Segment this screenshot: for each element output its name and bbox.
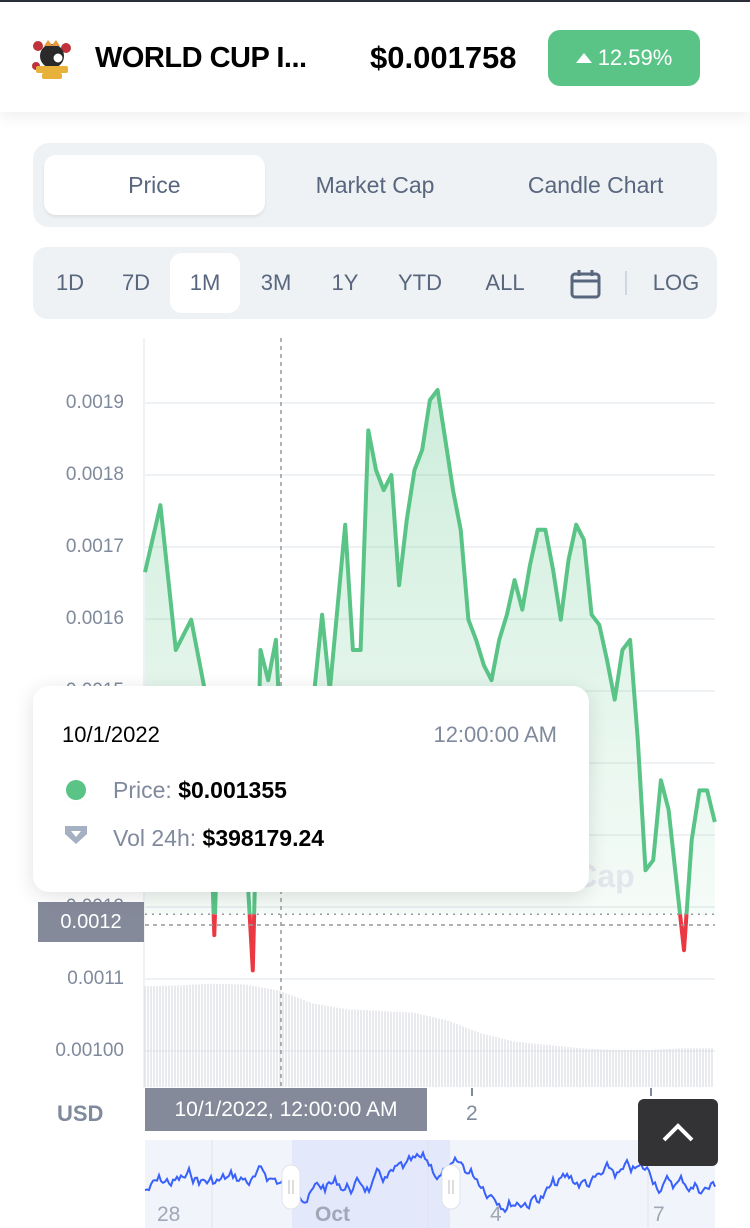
navigator-line [144, 1149, 716, 1214]
range-1d[interactable]: 1D [55, 270, 85, 295]
crosshair-x-label: 10/1/2022, 12:00:00 AM [145, 1088, 427, 1131]
volume-icon [65, 826, 87, 844]
tooltip-date: 10/1/2022 [62, 722, 160, 747]
calendar-icon[interactable] [570, 269, 602, 299]
chart-tooltip: 10/1/2022 12:00:00 AM Price: $0.001355 V… [33, 686, 589, 892]
y-tick-label: 0.0011 [67, 968, 124, 989]
tooltip-volume: Vol 24h: $398179.24 [113, 825, 324, 852]
currency-label: USD [57, 1101, 104, 1126]
navigator-handle[interactable] [441, 1164, 461, 1210]
range-1y[interactable]: 1Y [331, 270, 359, 295]
navigator-label: 28 [157, 1203, 181, 1226]
range-3m[interactable]: 3M [260, 270, 292, 295]
range-ytd[interactable]: YTD [398, 270, 442, 295]
top-border [0, 0, 750, 2]
tab-price[interactable]: Price [44, 155, 265, 215]
coin-logo [32, 40, 71, 79]
price-change-value: 12.59% [597, 45, 673, 70]
volume-value: $398179.24 [202, 825, 325, 851]
divider [625, 271, 627, 295]
y-tick-label: 0.0016 [65, 608, 124, 629]
scroll-to-top-button[interactable] [638, 1099, 718, 1166]
y-tick-label: 0.0018 [65, 464, 124, 485]
arrow-up-icon [575, 53, 592, 63]
volume-label: Vol 24h: [113, 825, 197, 851]
tooltip-time: 12:00:00 AM [433, 722, 557, 747]
time-range-selector: 1D 7D 1M 3M 1Y YTD ALL LOG [33, 247, 717, 319]
coin-header: WORLD CUP I... $0.001758 12.59% [0, 2, 750, 112]
coin-name: WORLD CUP I... [95, 42, 307, 74]
x-tick-label: 2 [466, 1102, 478, 1125]
tooltip-price: Price: $0.001355 [113, 777, 287, 804]
range-1m[interactable]: 1M [170, 253, 240, 313]
price-series-dot-icon [66, 780, 86, 800]
price-label: Price: [113, 777, 172, 803]
y-tick-label: 0.0017 [65, 536, 124, 557]
navigator-label: Oct [315, 1203, 351, 1226]
price-change-badge: 12.59% [548, 30, 700, 86]
price-line-up [143, 388, 717, 915]
navigator-label: 7 [653, 1203, 665, 1226]
coin-price: $0.001758 [370, 40, 517, 75]
tab-market-cap[interactable]: Market Cap [315, 171, 435, 198]
range-all[interactable]: ALL [485, 270, 525, 295]
range-7d[interactable]: 7D [121, 270, 151, 295]
log-scale-toggle[interactable]: LOG [652, 270, 700, 295]
y-tick-label: 0.0019 [65, 392, 124, 413]
y-tick-label: 0.00100 [55, 1040, 124, 1061]
chart-type-tabs: Price Market Cap Candle Chart [33, 143, 717, 227]
navigator-handle[interactable] [281, 1164, 301, 1210]
navigator-label: 4 [490, 1203, 502, 1226]
price-value: $0.001355 [178, 777, 287, 803]
chevron-up-icon [662, 1122, 694, 1141]
crosshair-y-label: 0.0012 [38, 902, 144, 942]
tab-candle-chart[interactable]: Candle Chart [527, 171, 664, 198]
